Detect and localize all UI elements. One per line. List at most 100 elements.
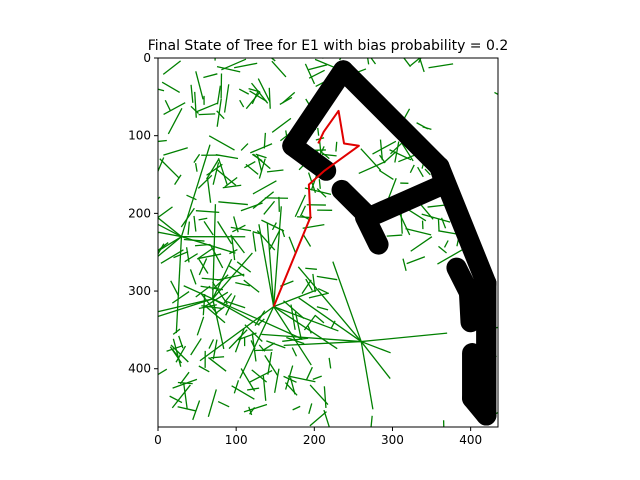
tree-edge bbox=[171, 348, 178, 357]
tree-edge bbox=[158, 243, 165, 256]
tree-edge bbox=[171, 384, 191, 409]
tree-edge bbox=[196, 316, 205, 336]
tree-edge bbox=[212, 258, 233, 300]
tree-edge bbox=[440, 217, 447, 229]
tree-edge bbox=[158, 206, 173, 219]
tree-edge bbox=[283, 375, 297, 383]
tree-edge bbox=[288, 236, 297, 254]
tree-edge bbox=[195, 71, 204, 100]
tree-edge bbox=[158, 236, 182, 252]
tree-edge bbox=[204, 304, 226, 324]
tree-edge bbox=[245, 163, 259, 175]
tree-edge bbox=[217, 221, 233, 245]
tree-edge bbox=[273, 289, 317, 308]
tree-edge bbox=[261, 219, 285, 232]
tree-edge bbox=[212, 281, 228, 305]
obstacles bbox=[282, 60, 497, 426]
tree-edge bbox=[361, 332, 448, 343]
tree-edge bbox=[162, 60, 182, 75]
tree-edge bbox=[190, 105, 199, 114]
tree-edge bbox=[216, 98, 222, 127]
tree-edge bbox=[403, 58, 412, 68]
tree-edge bbox=[177, 406, 196, 412]
y-tick-label: 100 bbox=[128, 129, 151, 143]
y-tick-label: 300 bbox=[128, 284, 151, 298]
tree-edge bbox=[225, 300, 246, 309]
tree-edge bbox=[264, 355, 279, 376]
tree-edge bbox=[170, 344, 189, 363]
tree-edge bbox=[212, 298, 260, 326]
tree-edge bbox=[215, 306, 225, 314]
tree-edge bbox=[308, 64, 328, 71]
tree-edge bbox=[249, 406, 256, 415]
tree-edge bbox=[428, 63, 454, 69]
tree-edge bbox=[318, 179, 321, 189]
tree-edge bbox=[198, 253, 222, 260]
tree-edge bbox=[406, 256, 426, 265]
tree-edge bbox=[294, 311, 303, 340]
tree-edge bbox=[174, 174, 182, 186]
tree-edge bbox=[187, 221, 191, 235]
tree-edge bbox=[271, 222, 277, 231]
tree-edge bbox=[175, 345, 187, 363]
tree-edge bbox=[249, 90, 267, 102]
tree-edge bbox=[198, 113, 216, 116]
tree-edge bbox=[231, 235, 236, 261]
tree-edge bbox=[301, 279, 312, 294]
tree-edge bbox=[212, 204, 217, 299]
tree-edge bbox=[189, 269, 197, 285]
tree-edge bbox=[257, 318, 265, 326]
tree-edge bbox=[263, 132, 267, 149]
tree-edge bbox=[212, 298, 225, 350]
tree-edge bbox=[410, 58, 421, 67]
tree-edge bbox=[192, 400, 201, 421]
tree-edge bbox=[199, 306, 275, 362]
tree-edge bbox=[360, 341, 374, 410]
tree-edge bbox=[409, 164, 415, 174]
tree-edge bbox=[208, 135, 235, 151]
tree-edge bbox=[183, 382, 188, 410]
tree-edge bbox=[161, 81, 180, 93]
tree-edge bbox=[235, 281, 251, 287]
tree-edge bbox=[252, 231, 261, 235]
tree-edge bbox=[386, 234, 403, 237]
obstacle-segment bbox=[458, 282, 481, 333]
tree-edge bbox=[230, 234, 245, 254]
tree-edge bbox=[164, 99, 171, 111]
y-tick-label: 400 bbox=[128, 362, 151, 376]
tree-edge bbox=[216, 65, 241, 73]
tree-edge bbox=[175, 236, 183, 334]
tree-edge bbox=[301, 214, 310, 221]
tree-edge bbox=[397, 210, 411, 236]
tree-edge bbox=[206, 177, 212, 203]
tree-edge bbox=[294, 194, 306, 218]
tree-edge bbox=[307, 325, 312, 334]
tree-edge bbox=[243, 403, 268, 413]
tree-edge bbox=[194, 163, 198, 172]
tree-edge bbox=[251, 82, 269, 104]
tree-edge bbox=[222, 184, 242, 189]
tree-edge bbox=[398, 153, 417, 163]
chart-title: Final State of Tree for E1 with bias pro… bbox=[148, 38, 509, 54]
tree-edge bbox=[169, 395, 183, 404]
tree-edge bbox=[360, 148, 382, 171]
tree-edge bbox=[285, 365, 294, 390]
tree-edge bbox=[223, 84, 230, 113]
tree-edge bbox=[273, 306, 338, 350]
tree-edge bbox=[236, 261, 252, 273]
tree-edge bbox=[283, 300, 305, 319]
solution-path bbox=[272, 109, 360, 307]
tree-edge bbox=[443, 240, 449, 248]
tree-edge bbox=[305, 267, 317, 270]
tree-edge bbox=[269, 230, 281, 250]
tree-edge bbox=[207, 389, 217, 417]
tree-edge bbox=[193, 215, 197, 232]
tree-edge bbox=[215, 154, 239, 160]
tree-edge bbox=[314, 314, 325, 324]
tree-edge bbox=[210, 356, 225, 359]
tree-edge bbox=[229, 248, 238, 255]
tree-edge bbox=[248, 406, 253, 416]
tree-edge bbox=[258, 224, 275, 307]
tree-edge bbox=[206, 159, 220, 180]
tree-edge bbox=[195, 285, 211, 298]
